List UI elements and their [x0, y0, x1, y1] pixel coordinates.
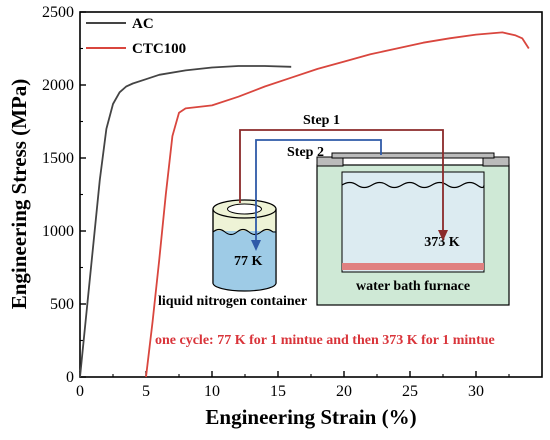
- legend-label-ac: AC: [132, 16, 154, 32]
- y-tick-label: 500: [50, 296, 74, 313]
- step1-label: Step 1: [303, 113, 340, 128]
- container-label: liquid nitrogen container: [158, 294, 307, 309]
- x-axis-title: Engineering Strain (%): [205, 405, 416, 429]
- furnace-water: [341, 171, 485, 273]
- furnace-lid: [331, 152, 495, 159]
- furnace-rim-left: [316, 156, 344, 167]
- process-schematic: water bath furnace 373 K 77 K liquid nit…: [155, 113, 510, 348]
- y-tick-label: 0: [66, 369, 74, 386]
- x-tick-label: 25: [402, 383, 418, 400]
- series-line-ac: [79, 65, 292, 378]
- step1-arrow: [239, 129, 444, 236]
- furnace-rim-right: [482, 156, 510, 167]
- container-opening: [227, 203, 262, 215]
- furnace-label: water bath furnace: [356, 279, 470, 294]
- x-tick-label: 5: [142, 383, 150, 400]
- x-tick-label: 30: [468, 383, 484, 400]
- water-surface: [341, 181, 485, 189]
- x-tick-label: 0: [76, 383, 84, 400]
- step2-arrowhead: [251, 240, 261, 251]
- y-tick-label: 1500: [42, 150, 74, 167]
- axis-ticks: [79, 11, 510, 378]
- cycle-note: one cycle: 77 K for 1 mintue and then 37…: [155, 333, 495, 348]
- temp-hot-label: 373 K: [424, 235, 460, 250]
- y-tick-label: 2500: [42, 4, 74, 21]
- step2-arrow: [255, 139, 382, 246]
- axis-tick-labels: 0 5 10 15 20 25 30 0 500 1000 1500 2000 2500: [42, 4, 484, 400]
- legend-label-ctc100: CTC100: [132, 41, 186, 57]
- step2-label: Step 2: [287, 145, 324, 160]
- step1-arrowhead: [438, 230, 448, 241]
- heater-strip: [342, 263, 484, 270]
- y-axis-title: Engineering Stress (MPa): [7, 79, 31, 310]
- container-base: [212, 282, 277, 292]
- x-tick-label: 15: [270, 383, 286, 400]
- series-line-ctc100: [145, 31, 530, 378]
- y-tick-label: 1000: [42, 223, 74, 240]
- x-tick-label: 20: [336, 383, 352, 400]
- series-layer: [79, 31, 530, 378]
- y-tick-label: 2000: [42, 77, 74, 94]
- temp-cold-label: 77 K: [234, 254, 263, 269]
- legend: AC CTC100: [86, 16, 186, 57]
- x-tick-label: 10: [204, 383, 220, 400]
- liquid-nitrogen: [213, 231, 276, 283]
- nitrogen-surface: [212, 228, 276, 236]
